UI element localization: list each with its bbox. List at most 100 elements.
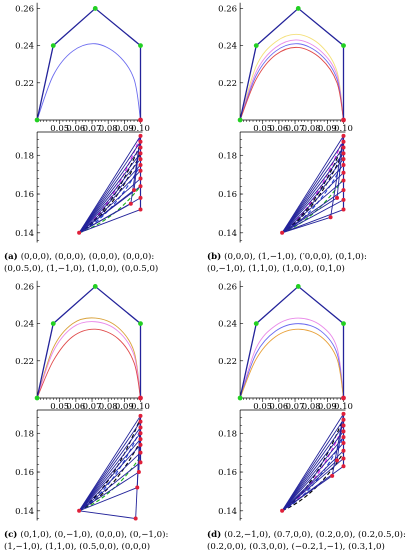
fan-point xyxy=(341,157,346,162)
fan-line xyxy=(281,164,344,234)
caption-text: (0,1,0), (0,−1,0), (0,0,0), (0,−1,0): xyxy=(20,529,168,540)
x-tick-label: 0.09 xyxy=(318,402,337,412)
x-tick-label: 0.09 xyxy=(318,124,337,134)
control-point xyxy=(138,395,143,401)
y-tick-label: 0.26 xyxy=(218,282,237,292)
fan-line xyxy=(281,197,338,234)
fan-line xyxy=(78,153,141,234)
control-point xyxy=(92,6,98,11)
fan-line xyxy=(281,180,344,234)
fan-point xyxy=(341,448,346,453)
fan-line xyxy=(281,172,344,234)
y-tick-label: 0.18 xyxy=(15,429,34,439)
fan-point xyxy=(138,437,143,442)
x-tick-label: 0.10 xyxy=(131,402,150,412)
fan-line xyxy=(336,413,344,461)
fan-point xyxy=(280,230,285,235)
control-point xyxy=(295,284,301,289)
x-tick-label: 0.05 xyxy=(253,124,272,134)
blend-curve xyxy=(36,328,141,399)
x-tick-label: 0.08 xyxy=(99,402,118,412)
y-tick-label: 0.22 xyxy=(15,357,34,367)
fan-point xyxy=(341,188,346,193)
fan-point xyxy=(138,442,143,447)
control-point xyxy=(138,117,143,123)
y-tick-label: 0.16 xyxy=(218,468,237,478)
fan-point xyxy=(138,176,143,181)
y-tick-label: 0.16 xyxy=(15,468,34,478)
caption-label: (b) xyxy=(207,251,224,262)
control-point xyxy=(50,321,56,327)
x-tick-label: 0.06 xyxy=(269,124,288,134)
fan-point xyxy=(77,508,82,513)
blend-curve xyxy=(239,43,344,121)
x-tick-label: 0.06 xyxy=(269,402,288,412)
fan-point xyxy=(341,423,346,428)
fan-point xyxy=(138,139,143,144)
control-polygon xyxy=(239,285,345,399)
fan-line xyxy=(78,141,141,234)
x-tick-label: 0.08 xyxy=(99,124,118,134)
y-tick-label: 0.22 xyxy=(218,79,237,89)
fan-point xyxy=(330,473,335,478)
y-tick-label: 0.16 xyxy=(218,190,237,200)
fan-point xyxy=(138,133,143,138)
dashed-curve xyxy=(281,452,344,512)
blend-curve xyxy=(239,39,344,121)
fan-line xyxy=(281,419,344,512)
fan-line xyxy=(281,141,344,234)
fan-line xyxy=(78,203,132,234)
fan-point xyxy=(138,450,143,455)
fan-line xyxy=(281,458,344,512)
y-tick-label: 0.18 xyxy=(218,429,237,439)
y-tick-label: 0.22 xyxy=(218,357,237,367)
x-tick-label: 0.05 xyxy=(50,402,69,412)
control-point xyxy=(295,6,301,11)
fan-line xyxy=(281,431,344,512)
fan-line xyxy=(78,427,141,512)
fan-line xyxy=(281,135,344,234)
control-polygon xyxy=(239,7,345,121)
fan-point xyxy=(341,139,346,144)
fan-line xyxy=(281,189,344,234)
caption-label: (c) xyxy=(4,529,20,540)
fan-point xyxy=(341,207,346,212)
fan-point xyxy=(138,413,143,418)
y-tick-label: 0.26 xyxy=(218,4,237,14)
panel-c: 0.26 0.24 0.22 0.050.060.070.080.090.10 0.18… xyxy=(4,280,168,550)
fan-line xyxy=(281,158,344,234)
panel-d: 0.26 0.24 0.22 0.050.060.070.080.090.10 0.18… xyxy=(207,280,406,550)
fan-point xyxy=(132,188,137,193)
control-point xyxy=(50,43,56,49)
fan-line xyxy=(78,471,140,512)
fan-line xyxy=(281,147,344,234)
fan-line xyxy=(78,421,141,512)
fan-line xyxy=(78,135,141,234)
fan-line xyxy=(78,452,141,512)
y-tick-label: 0.24 xyxy=(15,42,34,52)
fan-line xyxy=(281,199,344,234)
blend-curve xyxy=(239,328,344,399)
fan-line xyxy=(78,178,141,234)
control-polygon xyxy=(36,7,142,121)
fan-point xyxy=(138,168,143,173)
fan-line xyxy=(78,147,141,234)
y-tick-label: 0.24 xyxy=(218,42,237,52)
fan-line xyxy=(281,460,338,512)
fan-line xyxy=(281,475,333,512)
fan-point xyxy=(138,145,143,150)
fan-line xyxy=(281,450,344,512)
fan-line xyxy=(133,135,141,191)
fan-line xyxy=(78,432,141,512)
control-point xyxy=(341,321,346,327)
panel-a: 0.26 0.24 0.22 0.050.060.070.080.090.10 0.18… xyxy=(4,2,158,274)
fan-point xyxy=(341,440,346,445)
fan-point xyxy=(341,133,346,138)
fan-point xyxy=(341,411,346,416)
fan-line xyxy=(281,153,344,234)
y-tick-label: 0.14 xyxy=(218,229,237,239)
caption-label: (d) xyxy=(207,529,224,540)
y-tick-label: 0.14 xyxy=(218,507,237,517)
x-tick-label: 0.05 xyxy=(253,402,272,412)
